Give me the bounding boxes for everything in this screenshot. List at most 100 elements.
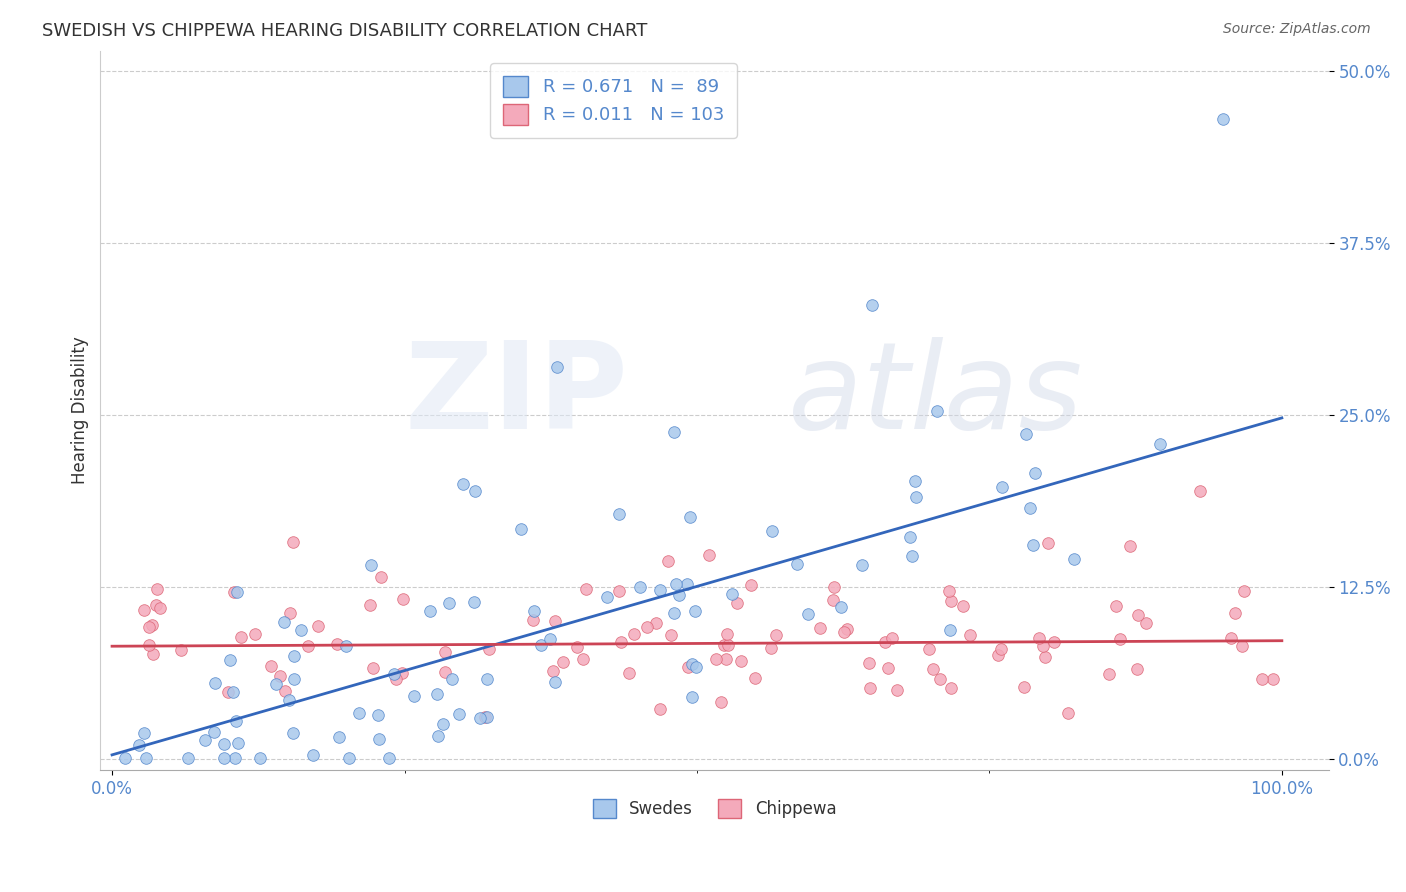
Point xyxy=(668,588,690,602)
Point xyxy=(1149,437,1171,451)
Point xyxy=(1057,706,1080,720)
Text: SWEDISH VS CHIPPEWA HEARING DISABILITY CORRELATION CHART: SWEDISH VS CHIPPEWA HEARING DISABILITY C… xyxy=(42,22,648,40)
Point xyxy=(278,693,301,707)
Point xyxy=(714,652,737,666)
Point xyxy=(392,592,415,607)
Point xyxy=(335,639,357,653)
Point xyxy=(146,582,169,597)
Point xyxy=(243,627,266,641)
Point xyxy=(685,660,707,674)
Point xyxy=(821,592,844,607)
Point xyxy=(301,747,323,762)
Point xyxy=(1250,672,1272,686)
Point xyxy=(898,530,921,544)
Point xyxy=(1109,632,1132,646)
Point xyxy=(659,628,682,642)
Point xyxy=(544,614,567,628)
Point xyxy=(875,634,897,648)
Point xyxy=(544,674,567,689)
Point xyxy=(721,587,744,601)
Point xyxy=(361,661,384,675)
Point xyxy=(474,710,496,724)
Point xyxy=(278,606,301,620)
Point xyxy=(679,509,702,524)
Point xyxy=(676,659,699,673)
Point xyxy=(830,600,852,615)
Point xyxy=(939,594,962,608)
Point xyxy=(676,577,699,591)
Point xyxy=(925,404,948,418)
Point xyxy=(1043,634,1066,648)
Point xyxy=(337,750,360,764)
Point xyxy=(522,613,544,627)
Point xyxy=(325,637,347,651)
Point xyxy=(730,654,752,668)
Point xyxy=(904,474,927,488)
Point xyxy=(991,480,1014,494)
Point xyxy=(283,726,305,740)
Point xyxy=(439,596,461,610)
Point xyxy=(433,665,456,680)
Point xyxy=(426,687,449,701)
Point xyxy=(717,638,740,652)
Point xyxy=(149,600,172,615)
Point xyxy=(391,666,413,681)
Text: Source: ZipAtlas.com: Source: ZipAtlas.com xyxy=(1223,22,1371,37)
Point xyxy=(145,599,167,613)
Point xyxy=(170,643,193,657)
Point xyxy=(697,548,720,562)
Point xyxy=(623,626,645,640)
Point xyxy=(470,711,492,725)
Point xyxy=(607,507,630,521)
Point xyxy=(952,599,974,614)
Point xyxy=(530,638,553,652)
Legend: Swedes, Chippewa: Swedes, Chippewa xyxy=(585,790,845,826)
Point xyxy=(858,656,880,670)
Point xyxy=(541,665,564,679)
Point xyxy=(665,577,688,591)
Point xyxy=(572,652,595,666)
Point xyxy=(662,425,685,439)
Point xyxy=(1125,662,1147,676)
Point xyxy=(1032,639,1054,653)
Point xyxy=(939,624,962,638)
Point xyxy=(1012,680,1035,694)
Point xyxy=(761,524,783,539)
Point xyxy=(880,631,903,645)
Point xyxy=(610,635,633,649)
Point xyxy=(901,549,924,563)
Point xyxy=(359,599,381,613)
Point xyxy=(510,522,533,536)
Point xyxy=(1126,608,1149,623)
Point xyxy=(1019,500,1042,515)
Point xyxy=(786,557,808,571)
Point xyxy=(607,583,630,598)
Point xyxy=(212,737,235,751)
Point xyxy=(128,738,150,752)
Point xyxy=(464,483,486,498)
Point xyxy=(260,659,283,673)
Point xyxy=(269,669,291,683)
Point xyxy=(538,632,561,647)
Point xyxy=(859,681,882,695)
Point xyxy=(360,558,382,572)
Point xyxy=(225,584,247,599)
Point xyxy=(402,689,425,703)
Point xyxy=(135,750,157,764)
Point xyxy=(440,672,463,686)
Point xyxy=(917,641,939,656)
Point xyxy=(228,736,250,750)
Y-axis label: Hearing Disability: Hearing Disability xyxy=(72,336,89,484)
Point xyxy=(546,359,568,374)
Point xyxy=(648,583,671,598)
Point xyxy=(219,653,242,667)
Point xyxy=(222,685,245,699)
Point xyxy=(523,604,546,618)
Point xyxy=(283,534,305,549)
Point xyxy=(249,750,271,764)
Point xyxy=(681,690,703,705)
Point xyxy=(761,640,783,655)
Point xyxy=(1188,483,1211,498)
Point xyxy=(740,578,762,592)
Point xyxy=(886,682,908,697)
